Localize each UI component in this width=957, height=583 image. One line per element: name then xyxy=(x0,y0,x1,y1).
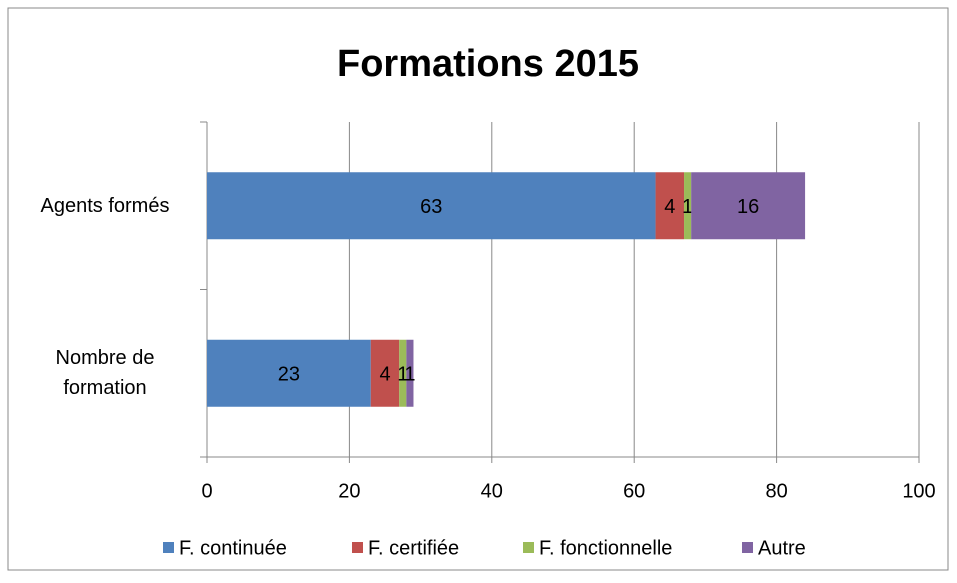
x-tick-label: 40 xyxy=(481,480,503,502)
x-tick-label: 0 xyxy=(201,480,212,502)
bar xyxy=(399,339,407,407)
data-label: 4 xyxy=(664,196,675,218)
x-tick-label: 20 xyxy=(338,480,360,502)
x-tick-label: 80 xyxy=(765,480,787,502)
data-label: 63 xyxy=(420,196,442,218)
data-label: 1 xyxy=(682,196,693,218)
bar xyxy=(207,172,656,240)
data-label: 16 xyxy=(737,196,759,218)
legend-label: F. fonctionnelle xyxy=(539,537,672,559)
bar xyxy=(406,339,414,407)
chart-frame xyxy=(7,7,949,571)
x-tick-label: 100 xyxy=(902,480,935,502)
data-label: 23 xyxy=(278,364,300,386)
bar xyxy=(684,172,692,240)
data-label: 1 xyxy=(397,364,408,386)
y-tick-label: Nombre de formation xyxy=(55,347,155,400)
bar xyxy=(655,172,685,240)
x-tick-label: 60 xyxy=(623,480,645,502)
legend-swatch xyxy=(163,542,174,553)
legend-swatch xyxy=(352,542,363,553)
bar xyxy=(207,339,371,407)
legend-label: Autre xyxy=(758,537,806,559)
data-label: 1 xyxy=(404,364,415,386)
legend-swatch xyxy=(523,542,534,553)
y-tick-label: Agents formés xyxy=(40,194,170,217)
data-label: 4 xyxy=(379,364,390,386)
legend-label: F. continuée xyxy=(179,537,287,559)
bar xyxy=(370,339,400,407)
chart-title: Formations 2015 xyxy=(337,43,639,85)
bar xyxy=(691,172,806,240)
legend-swatch xyxy=(742,542,753,553)
legend-label: F. certifiée xyxy=(368,537,459,559)
